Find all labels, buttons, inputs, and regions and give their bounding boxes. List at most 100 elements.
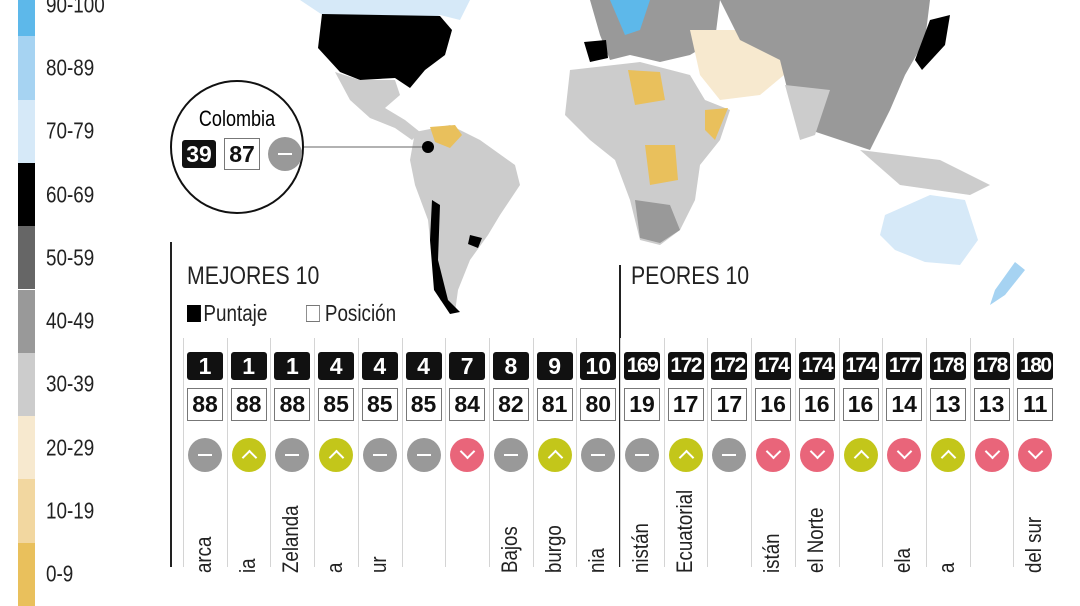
mexico-central-america [335, 72, 420, 140]
trend-same-icon [268, 137, 302, 171]
rank-box: 172 [711, 352, 748, 380]
somalia [705, 108, 728, 140]
trend-down-icon [1018, 438, 1053, 472]
country-name: nia [584, 548, 610, 573]
australia [880, 195, 978, 265]
column-separator [751, 338, 753, 567]
chile [430, 200, 460, 314]
rank-box: 178 [929, 352, 966, 380]
score-box: 88 [274, 388, 311, 421]
column-separator [401, 338, 403, 567]
legend-swatch [18, 0, 35, 37]
trend-up-icon [668, 438, 703, 472]
legend-swatch [18, 289, 35, 353]
rank-box: 1 [187, 352, 223, 380]
key-rank-label: Posición [324, 300, 397, 326]
legend-label: 20-29 [46, 434, 95, 461]
legend-label: 10-19 [46, 497, 95, 524]
column-separator [270, 338, 272, 567]
country-name: ia [234, 558, 260, 573]
country-name: a [322, 562, 348, 573]
colombia-marker [422, 141, 434, 153]
rank-box: 4 [361, 352, 398, 380]
score-box: 13 [973, 388, 1010, 421]
legend-label: 60-69 [46, 181, 95, 208]
legend-label: 40-49 [46, 307, 95, 334]
country-name: ela [890, 548, 916, 573]
country-name: Ecuatorial [671, 489, 697, 573]
rank-box: 7 [449, 352, 486, 380]
column-separator [969, 338, 971, 567]
score-box: 17 [711, 388, 748, 421]
score-box: 13 [929, 388, 966, 421]
column-separator [183, 338, 184, 567]
column-separator [794, 338, 796, 567]
score-box: 16 [755, 388, 792, 421]
callout-rank: 87 [224, 138, 260, 170]
score-box: 11 [1017, 388, 1054, 421]
rank-box: 1 [274, 352, 311, 380]
score-swatch [187, 305, 201, 322]
trend-down-icon [974, 438, 1009, 472]
rank-box: 10 [580, 352, 617, 380]
scandinavia [610, 0, 650, 35]
rank-box: 178 [973, 352, 1010, 380]
trend-same-icon [362, 438, 397, 472]
score-box: 85 [405, 388, 442, 421]
legend-label: 90-100 [46, 0, 105, 18]
legend-swatch [18, 479, 35, 543]
colombia-callout: Colombia 39 87 [170, 80, 304, 214]
trend-same-icon [275, 438, 310, 472]
legend-swatch [18, 416, 35, 480]
trend-down-icon [799, 438, 834, 472]
column-separator [532, 338, 534, 567]
column-separator [707, 338, 709, 567]
score-box: 16 [798, 388, 835, 421]
rank-box: 1 [230, 352, 267, 380]
rank-box: 174 [755, 352, 792, 380]
legend-item: 40-49 [18, 289, 158, 353]
rank-box: 8 [492, 352, 529, 380]
score-box: 88 [187, 388, 223, 421]
legend-label: 0-9 [46, 560, 74, 587]
legend-item: 60-69 [18, 162, 158, 227]
usa [318, 14, 452, 88]
rank-swatch [306, 305, 320, 322]
score-box: 84 [449, 388, 486, 421]
column-separator [445, 338, 447, 567]
legend-item: 70-79 [18, 99, 158, 163]
trend-down-icon [756, 438, 791, 472]
india [785, 85, 830, 140]
legend-swatch [18, 352, 35, 417]
column-separator [1013, 338, 1015, 567]
legend-item: 90-100 [18, 0, 158, 37]
divider-left [170, 242, 172, 567]
trend-down-icon [450, 438, 485, 472]
column-separator [663, 338, 665, 567]
score-box: 81 [536, 388, 573, 421]
worst-title: PEORES 10 [631, 262, 750, 290]
trend-same-icon [581, 438, 616, 472]
southern-africa [635, 200, 680, 243]
trend-up-icon [319, 438, 354, 472]
column-separator [925, 338, 927, 567]
rank-box: 174 [842, 352, 879, 380]
trend-down-icon [887, 438, 922, 472]
score-box: 80 [580, 388, 617, 421]
country-name: nistán [628, 523, 653, 573]
rank-box: 172 [667, 352, 704, 380]
country-name: a [933, 562, 959, 573]
column-separator [357, 338, 359, 567]
southeast-asia [860, 150, 990, 195]
legend-swatch [18, 36, 35, 100]
legend-label: 50-59 [46, 244, 95, 271]
trend-up-icon [231, 438, 266, 472]
rank-box: 4 [318, 352, 355, 380]
column-separator [882, 338, 884, 567]
country-name: arca [191, 536, 216, 573]
rank-box: 169 [624, 352, 660, 380]
column-separator [314, 338, 316, 567]
score-box: 16 [842, 388, 879, 421]
legend-item: 30-39 [18, 352, 158, 417]
legend-label: 80-89 [46, 54, 95, 81]
